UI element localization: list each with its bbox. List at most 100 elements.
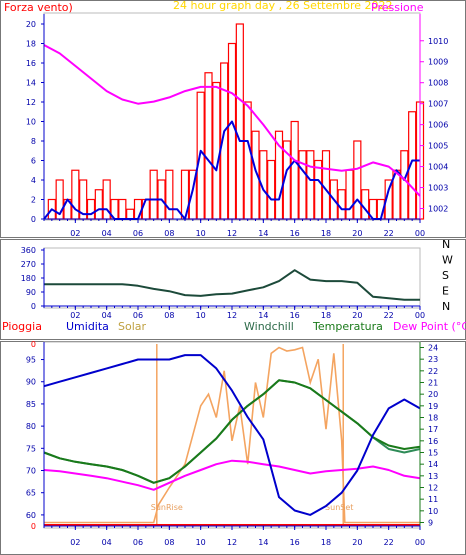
y-right-tick-label: 1002 [428, 205, 448, 214]
legend-windchill: Windchill [244, 320, 294, 333]
compass-label: S [442, 269, 449, 282]
y-right-tick-label: 1003 [428, 184, 448, 193]
x-tick-label: 02 [70, 538, 80, 547]
x-tick-label: 12 [227, 538, 237, 547]
compass-label: N [442, 238, 450, 251]
y-tick-label: 270 [21, 260, 36, 269]
x-tick-label: 10 [196, 311, 206, 320]
wind-speed-label: Forza vento) [4, 1, 73, 14]
x-tick-label: 06 [133, 538, 143, 547]
x-tick-label: 16 [290, 311, 300, 320]
x-tick-label: 12 [227, 229, 237, 238]
y-tick-label: 0 [31, 215, 36, 224]
x-tick-label: 20 [352, 229, 362, 238]
y-right-tick-label: 1006 [428, 121, 448, 130]
y-tick-label: 14 [26, 79, 36, 88]
x-tick-label: 04 [102, 538, 112, 547]
y-tick-label: 70 [26, 467, 36, 476]
x-tick-label: 06 [133, 311, 143, 320]
rain-zero-label: 0 [31, 522, 36, 531]
y-right-tick-label: 20 [428, 390, 438, 399]
y-tick-label: 6 [31, 157, 36, 166]
y-right-tick-label: 17 [428, 425, 438, 434]
legend-dewpoint: Dew Point (°C) [393, 320, 466, 333]
x-tick-label: 02 [70, 311, 80, 320]
y-right-tick-label: 12 [428, 484, 438, 493]
x-tick-label: 20 [352, 311, 362, 320]
x-tick-label: 16 [290, 538, 300, 547]
y-right-tick-label: 1005 [428, 142, 448, 151]
x-tick-label: 08 [164, 538, 174, 547]
legend-umidita: Umidita [66, 320, 109, 333]
y-right-tick-label: 1010 [428, 37, 448, 46]
humidity-line [43, 354, 421, 516]
x-tick-label: 04 [102, 229, 112, 238]
compass-label: E [442, 285, 449, 298]
y-right-tick-label: 13 [428, 472, 438, 481]
y-tick-label: 360 [21, 246, 36, 255]
wind-plot-area [43, 12, 421, 221]
x-tick-label: 14 [258, 538, 268, 547]
y-tick-label: 16 [26, 59, 36, 68]
y-tick-label: 12 [26, 98, 36, 107]
y-tick-label: 95 [26, 356, 36, 365]
x-tick-label: 02 [70, 229, 80, 238]
y-right-tick-label: 16 [428, 437, 438, 446]
y-right-tick-label: 15 [428, 449, 438, 458]
y-tick-label: 60 [26, 511, 36, 520]
x-tick-label: 10 [196, 229, 206, 238]
x-tick-label: 10 [196, 538, 206, 547]
x-tick-label: 08 [164, 229, 174, 238]
direction-line [44, 269, 420, 301]
y-tick-label: 65 [26, 489, 36, 498]
y-right-tick-label: 1007 [428, 100, 448, 109]
y-right-tick-label: 18 [428, 414, 438, 423]
chart-title: 24 hour graph day , 26 Settembre 2022 [173, 0, 392, 12]
compass-label: W [442, 254, 453, 267]
y-right-tick-label: 11 [428, 495, 438, 504]
y-tick-label: 8 [31, 137, 36, 146]
y-tick-label: 18 [26, 40, 36, 49]
y-tick-label: 20 [26, 20, 36, 29]
x-tick-label: 00 [415, 311, 425, 320]
y-tick-label: 85 [26, 400, 36, 409]
x-tick-label: 06 [133, 229, 143, 238]
y-right-tick-label: 14 [428, 460, 438, 469]
y-right-tick-label: 1008 [428, 79, 448, 88]
y-right-tick-label: 1004 [428, 163, 448, 172]
x-tick-label: 22 [384, 538, 394, 547]
x-tick-label: 00 [415, 538, 425, 547]
y-tick-label: 10 [26, 118, 36, 127]
x-tick-label: 20 [352, 538, 362, 547]
y-tick-label: 80 [26, 422, 36, 431]
y-tick-label: 90 [26, 288, 36, 297]
y-tick-label: 180 [21, 274, 36, 283]
sunset-label: SunSet [325, 503, 353, 512]
temperature-line [43, 379, 421, 484]
y-right-tick-label: 23 [428, 355, 438, 364]
x-tick-label: 14 [258, 311, 268, 320]
x-tick-label: 22 [384, 229, 394, 238]
y-right-tick-label: 10 [428, 507, 438, 516]
x-tick-label: 18 [321, 229, 331, 238]
pressure-label: Pressione [371, 1, 424, 14]
wind-avg-line [43, 120, 420, 220]
legend-pioggia: Pioggia [2, 320, 42, 333]
x-tick-label: 12 [227, 311, 237, 320]
y-right-tick-label: 1009 [428, 58, 448, 67]
legend-temperatura: Temperatura [312, 320, 383, 333]
y-tick-label: 0 [31, 302, 36, 311]
pressure-line [43, 44, 421, 197]
y-right-tick-label: 19 [428, 402, 438, 411]
y-right-tick-label: 22 [428, 367, 438, 376]
y-tick-label: 75 [26, 444, 36, 453]
x-tick-label: 16 [290, 229, 300, 238]
rain-top-label: 0 [31, 340, 36, 349]
compass-label: N [442, 300, 450, 313]
sunrise-label: SunRise [151, 503, 183, 512]
x-tick-label: 04 [102, 311, 112, 320]
y-tick-label: 90 [26, 378, 36, 387]
x-tick-label: 14 [258, 229, 268, 238]
